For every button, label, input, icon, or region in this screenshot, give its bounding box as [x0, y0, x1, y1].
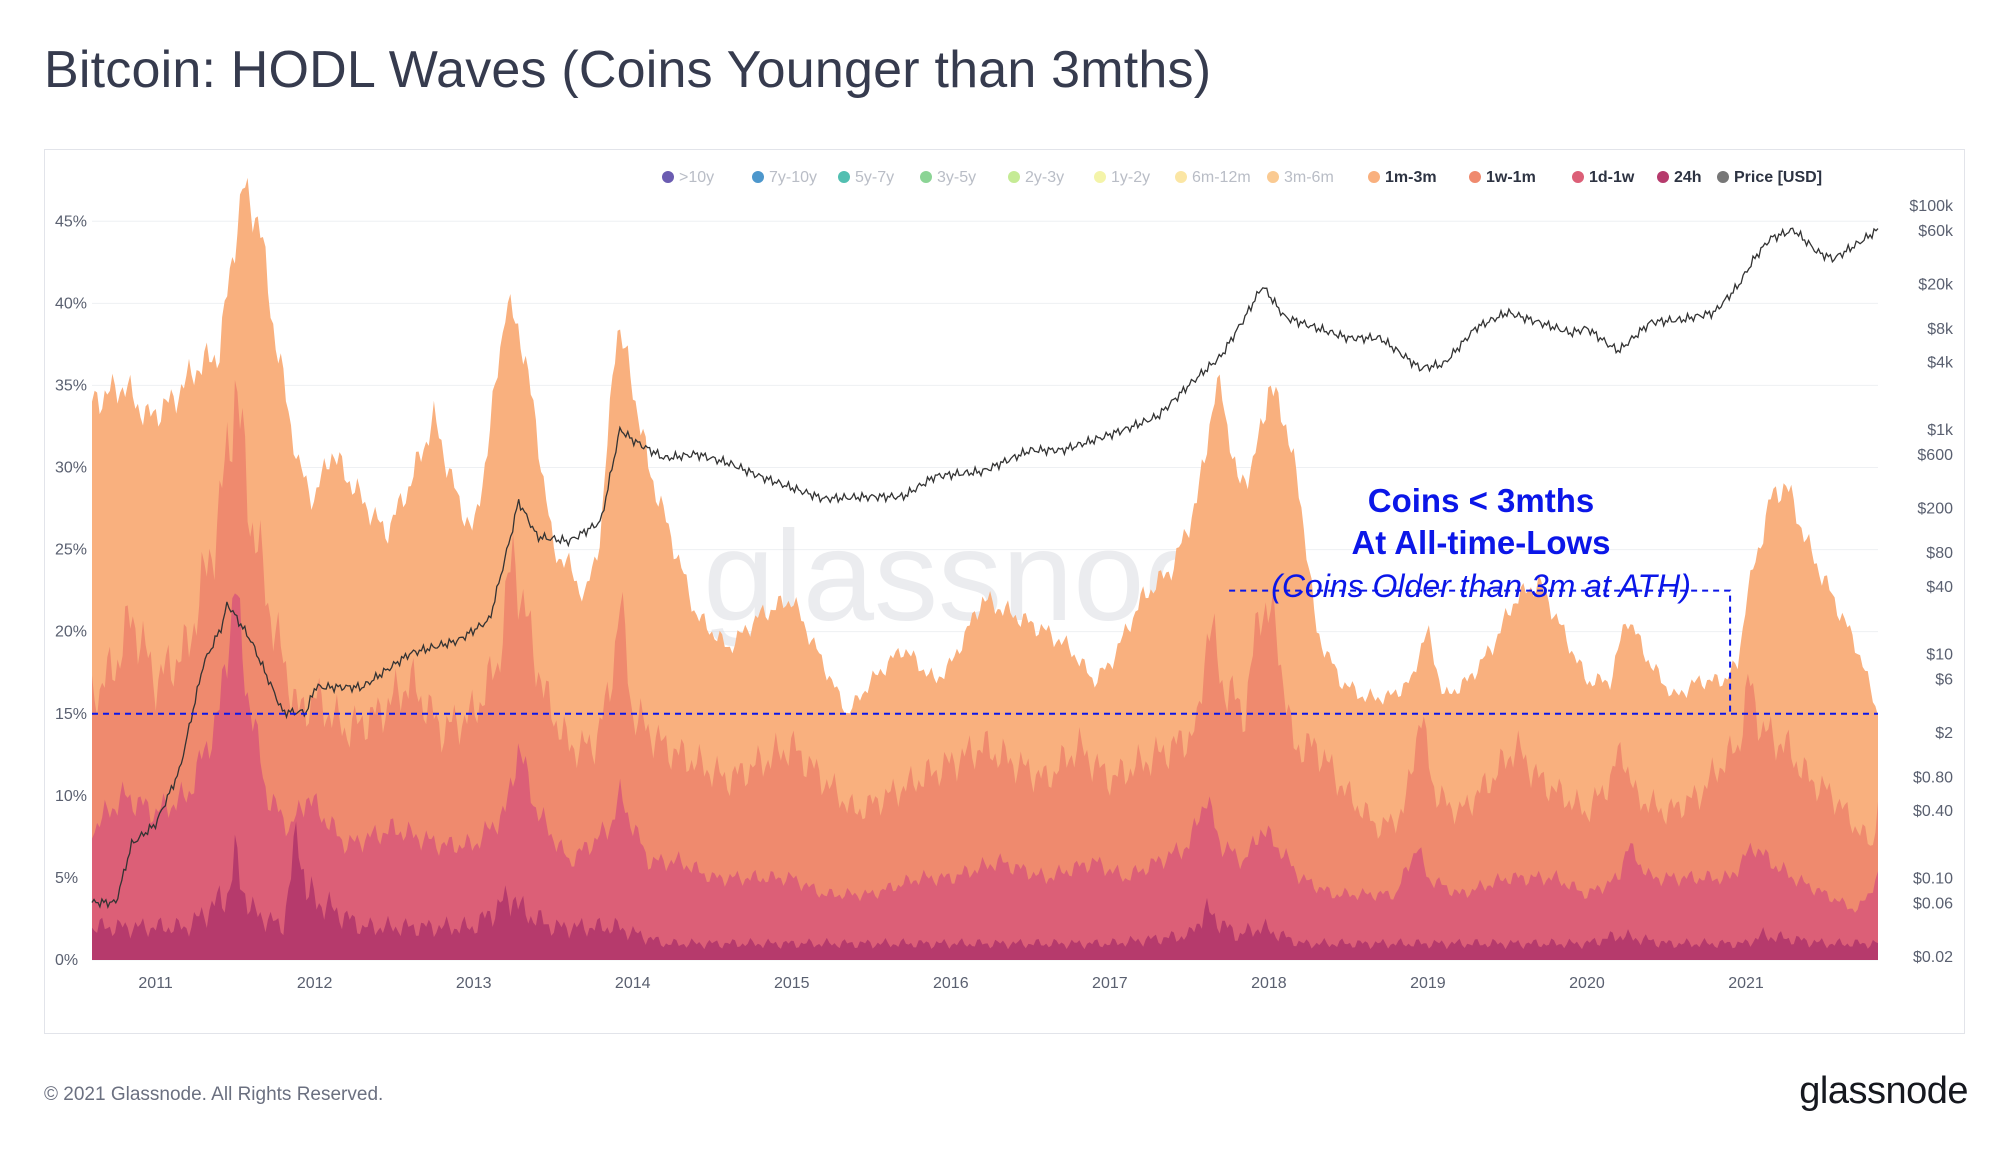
y-left-tick: 0% [55, 952, 78, 969]
callout-box [1229, 589, 1732, 714]
legend-label: 24h [1674, 169, 1702, 186]
legend-label: >10y [679, 169, 714, 186]
price-line [91, 227, 1879, 909]
annotation-heading-2: At All-time-Lows [1351, 524, 1610, 561]
x-tick: 2018 [1251, 975, 1287, 992]
legend-item[interactable]: 2y-3y [1008, 169, 1064, 186]
y-right-tick: $2 [1935, 725, 1953, 742]
price-line-group [91, 227, 1879, 909]
legend-marker [1368, 171, 1380, 183]
legend-marker [752, 171, 764, 183]
area-24h [92, 821, 1878, 960]
legend-marker [1008, 171, 1020, 183]
y-right-tick: $0.40 [1913, 803, 1953, 820]
x-tick: 2016 [933, 975, 969, 992]
y-left-tick: 25% [55, 542, 87, 559]
legend-label: 1w-1m [1486, 169, 1536, 186]
legend-marker [1175, 171, 1187, 183]
x-tick: 2020 [1569, 975, 1605, 992]
legend-marker [1657, 171, 1669, 183]
legend: >10y 7y-10y 5y-7y 3y-5y 2y-3y 1y-2y 6m-12m 3m-6… [662, 169, 1822, 186]
stacked-areas [92, 177, 1878, 960]
y-left-tick: 10% [55, 788, 87, 805]
legend-item[interactable]: 1d-1w [1572, 169, 1635, 186]
y-right-tick: $80 [1926, 545, 1953, 562]
x-tick: 2013 [456, 975, 492, 992]
x-axis: 2011 2012 2013 2014 2015 2016 2017 2018 2019 2020… [138, 975, 1763, 992]
reference-lines [92, 589, 1878, 715]
y-left-tick: 35% [55, 377, 87, 394]
legend-item[interactable]: Price [USD] [1717, 169, 1822, 186]
annotation-heading-1: Coins < 3mths [1368, 482, 1594, 519]
y-right-tick: $1k [1927, 422, 1954, 439]
legend-label: 5y-7y [855, 169, 894, 186]
legend-marker [920, 171, 932, 183]
x-tick: 2012 [297, 975, 333, 992]
x-tick: 2021 [1728, 975, 1764, 992]
legend-label: 1y-2y [1111, 169, 1150, 186]
y-right-tick: $6 [1935, 671, 1953, 688]
legend-label: 7y-10y [769, 169, 817, 186]
legend-item[interactable]: 1m-3m [1368, 169, 1437, 186]
legend-marker [1572, 171, 1584, 183]
legend-item[interactable]: >10y [662, 169, 714, 186]
legend-item[interactable]: 6m-12m [1175, 169, 1251, 186]
legend-item[interactable]: 5y-7y [838, 169, 894, 186]
legend-label: 1d-1w [1589, 169, 1635, 186]
legend-marker [1267, 171, 1279, 183]
page-title: Bitcoin: HODL Waves (Coins Younger than … [44, 41, 1212, 99]
legend-marker [662, 171, 674, 183]
y-left-tick: 30% [55, 460, 87, 477]
x-tick: 2017 [1092, 975, 1128, 992]
y-left-tick: 15% [55, 706, 87, 723]
legend-marker [1094, 171, 1106, 183]
legend-marker [838, 171, 850, 183]
y-right-tick: $8k [1927, 321, 1954, 338]
y-right-tick: $0.80 [1913, 769, 1953, 786]
area-1d-1w [92, 593, 1878, 960]
area-1w-1m [92, 379, 1878, 960]
legend-label: 3m-6m [1284, 169, 1334, 186]
y-left-tick: 40% [55, 295, 87, 312]
x-tick: 2014 [615, 975, 651, 992]
y-right-tick: $4k [1927, 355, 1954, 372]
legend-item[interactable]: 3y-5y [920, 169, 976, 186]
y-right-tick: $0.06 [1913, 896, 1953, 913]
y-axis-left: 0% 5% 10% 15% 20% 25% 30% 35% 40% 45% [55, 213, 87, 969]
y-axis-right: $0.02 $0.06 $0.10 $0.40 $0.80 $2 $6 $10 $40 $80 $2… [1909, 198, 1954, 966]
y-right-tick: $0.02 [1913, 949, 1953, 966]
legend-label: 6m-12m [1192, 169, 1251, 186]
annotations: Coins < 3mths At All-time-Lows (Coins Olde… [1271, 482, 1691, 604]
legend-item[interactable]: 24h [1657, 169, 1702, 186]
x-tick: 2019 [1410, 975, 1446, 992]
y-left-tick: 20% [55, 624, 87, 641]
legend-label: 1m-3m [1385, 169, 1437, 186]
y-right-tick: $100k [1909, 198, 1954, 215]
legend-label: 3y-5y [937, 169, 976, 186]
legend-marker [1469, 171, 1481, 183]
x-tick: 2015 [774, 975, 810, 992]
y-right-tick: $600 [1917, 447, 1953, 464]
brand-logo[interactable]: glassnode [1799, 1070, 1968, 1112]
y-right-tick: $200 [1917, 501, 1953, 518]
y-right-tick: $20k [1918, 276, 1954, 293]
legend-label: Price [USD] [1734, 169, 1822, 186]
legend-label: 2y-3y [1025, 169, 1064, 186]
chart-frame: glassnode 0% 5% 10% 15% 20% 25% 30% 35% 40% 45% $… [44, 149, 1965, 1034]
legend-item[interactable]: 1w-1m [1469, 169, 1536, 186]
y-right-tick: $40 [1926, 579, 1953, 596]
annotation-subtitle: (Coins Older than 3m at ATH) [1271, 568, 1691, 604]
legend-item[interactable]: 1y-2y [1094, 169, 1150, 186]
y-left-tick: 5% [55, 870, 78, 887]
y-left-tick: 45% [55, 213, 87, 230]
legend-item[interactable]: 7y-10y [752, 169, 817, 186]
y-right-tick: $60k [1918, 223, 1954, 240]
legend-marker [1717, 171, 1729, 183]
legend-item[interactable]: 3m-6m [1267, 169, 1334, 186]
chart-svg: glassnode 0%5%10%15%20%25%30%35%40%45% $… [55, 169, 1954, 992]
y-right-tick: $10 [1926, 646, 1953, 663]
y-right-tick: $0.10 [1913, 871, 1953, 888]
copyright-text: © 2021 Glassnode. All Rights Reserved. [44, 1084, 384, 1105]
x-tick: 2011 [138, 975, 173, 992]
